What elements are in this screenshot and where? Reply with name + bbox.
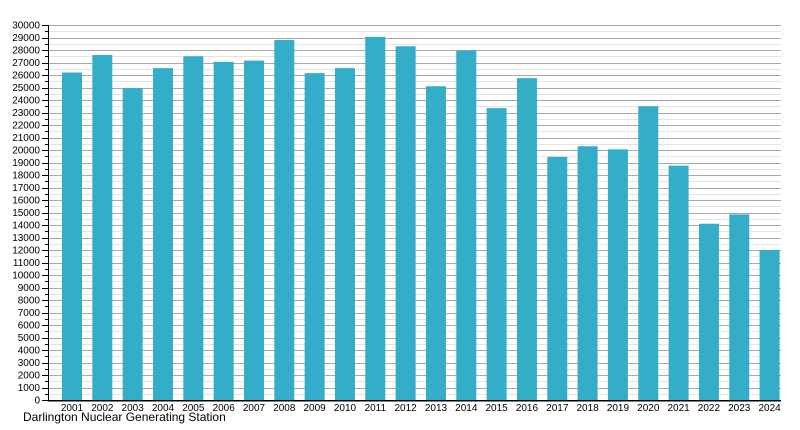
y-tick-label: 13000 [12,233,40,244]
y-tick-label: 17000 [12,183,40,194]
bar-2002 [92,55,113,400]
x-tick-label: 2015 [485,403,508,414]
y-tick-label: 28000 [12,46,40,57]
y-tick-label: 1000 [18,383,41,394]
y-tick-label: 24000 [12,96,40,107]
x-tick-label: 2017 [546,403,569,414]
x-tick-label: 2014 [455,403,478,414]
x-tick-label: 2012 [395,403,418,414]
x-tick-label: 2021 [667,403,690,414]
bar-2004 [152,68,173,401]
y-tick-label: 25000 [12,83,40,94]
x-tick-label: 2016 [516,403,539,414]
bar-2015 [486,108,507,401]
y-tick-label: 15000 [12,208,40,219]
x-tick-label: 2005 [182,403,205,414]
bar-2001 [62,72,82,400]
chart-caption: Darlington Nuclear Generating Station [23,410,226,424]
x-tick-label: 2011 [365,403,387,414]
y-tick-label: 29000 [12,33,40,44]
bar-2003 [122,88,143,401]
y-tick-label: 18000 [12,171,40,182]
x-tick-label: 2009 [304,403,327,414]
x-tick-label: 2008 [273,403,296,414]
bar-2023 [729,214,750,401]
y-tick-label: 14000 [12,221,40,232]
bar-2021 [668,165,689,401]
bar-2018 [577,146,598,400]
bar-2006 [213,61,234,401]
x-tick-label: 2010 [334,403,357,414]
x-tick-label: 2003 [122,403,145,414]
bar-2008 [274,40,295,400]
x-tick-label: 2001 [61,403,84,414]
bar-2011 [365,36,386,401]
bar-2007 [243,60,264,401]
bar-2016 [516,78,537,401]
x-tick-label: 2006 [213,403,236,414]
y-tick-label: 12000 [12,246,40,257]
x-tick-label: 2023 [728,403,751,414]
y-tick-label: 27000 [12,58,40,69]
bar-2012 [395,46,416,400]
bar-2013 [425,86,446,400]
y-tick-label: 11000 [13,258,41,269]
y-tick-label: 30000 [12,21,40,32]
bar-2024 [759,250,780,400]
y-tick-label: 2000 [18,371,41,382]
bar-2005 [183,56,204,400]
bar-2014 [456,50,477,401]
bar-2010 [334,68,355,401]
x-tick-label: 2018 [576,403,599,414]
y-tick-label: 10000 [12,271,40,282]
bar-2022 [698,223,719,400]
x-tick-label: 2019 [607,403,630,414]
bar-2017 [547,156,568,401]
x-tick-label: 2020 [637,403,660,414]
bar-2019 [607,149,628,401]
x-tick-label: 2022 [698,403,721,414]
x-tick-label: 2024 [758,403,781,414]
y-tick-label: 0 [34,396,40,407]
y-tick-label: 4000 [18,346,41,357]
y-tick-label: 9000 [18,283,41,294]
y-tick-label: 3000 [18,358,41,369]
bar-2020 [638,106,659,400]
y-tick-label: 19000 [12,158,40,169]
y-tick-label: 7000 [18,308,41,319]
y-tick-label: 20000 [12,146,40,157]
y-tick-label: 23000 [12,108,40,119]
y-tick-label: 21000 [12,133,40,144]
y-tick-label: 5000 [18,333,41,344]
x-tick-label: 2002 [91,403,114,414]
y-tick-label: 26000 [12,71,40,82]
y-tick-label: 8000 [18,296,41,307]
x-tick-label: 2007 [243,403,266,414]
x-tick-label: 2013 [425,403,448,414]
y-tick-label: 6000 [18,321,41,332]
x-tick-label: 2004 [152,403,175,414]
y-tick-label: 22000 [12,121,40,132]
y-tick-label: 16000 [12,196,40,207]
bar-2009 [304,73,325,401]
